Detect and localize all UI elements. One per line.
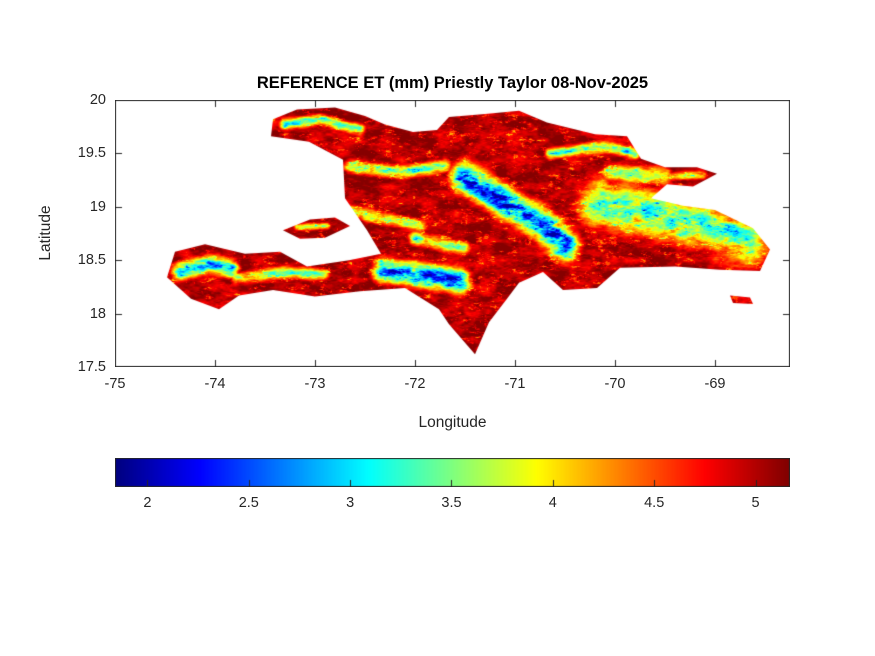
x-tick-label: -71 xyxy=(504,376,526,392)
x-tick-label: -69 xyxy=(704,376,726,392)
colorbar-tick-label: 2 xyxy=(143,495,152,511)
colorbar xyxy=(115,458,790,487)
colorbar-tick-label: 5 xyxy=(751,495,760,511)
colorbar-tick-label: 4.5 xyxy=(644,495,665,511)
colorbar-gradient xyxy=(115,458,790,487)
x-tick-label: -70 xyxy=(604,376,626,392)
chart-title: REFERENCE ET (mm) Priestly Taylor 08-Nov… xyxy=(256,74,649,92)
plot-area xyxy=(115,100,790,367)
x-tick-label: -74 xyxy=(204,376,226,392)
x-axis-label: Longitude xyxy=(418,414,487,431)
x-tick-label: -73 xyxy=(304,376,326,392)
colorbar-tick-label: 2.5 xyxy=(238,495,259,511)
y-tick-label: 18 xyxy=(89,305,106,322)
colorbar-tick-label: 3.5 xyxy=(441,495,462,511)
x-tick-label: -72 xyxy=(404,376,426,392)
y-tick-label: 17.5 xyxy=(77,359,106,375)
y-tick-label: 18.5 xyxy=(77,252,106,269)
y-axis-label: Latitude xyxy=(37,205,54,261)
y-tick-label: 19.5 xyxy=(77,145,106,162)
map-canvas xyxy=(115,100,790,367)
colorbar-tick-label: 4 xyxy=(548,495,557,511)
y-tick-label: 19 xyxy=(89,198,106,215)
x-tick-label: -75 xyxy=(104,376,126,392)
colorbar-tick-label: 3 xyxy=(346,495,355,511)
y-tick-label: 20 xyxy=(89,92,106,108)
